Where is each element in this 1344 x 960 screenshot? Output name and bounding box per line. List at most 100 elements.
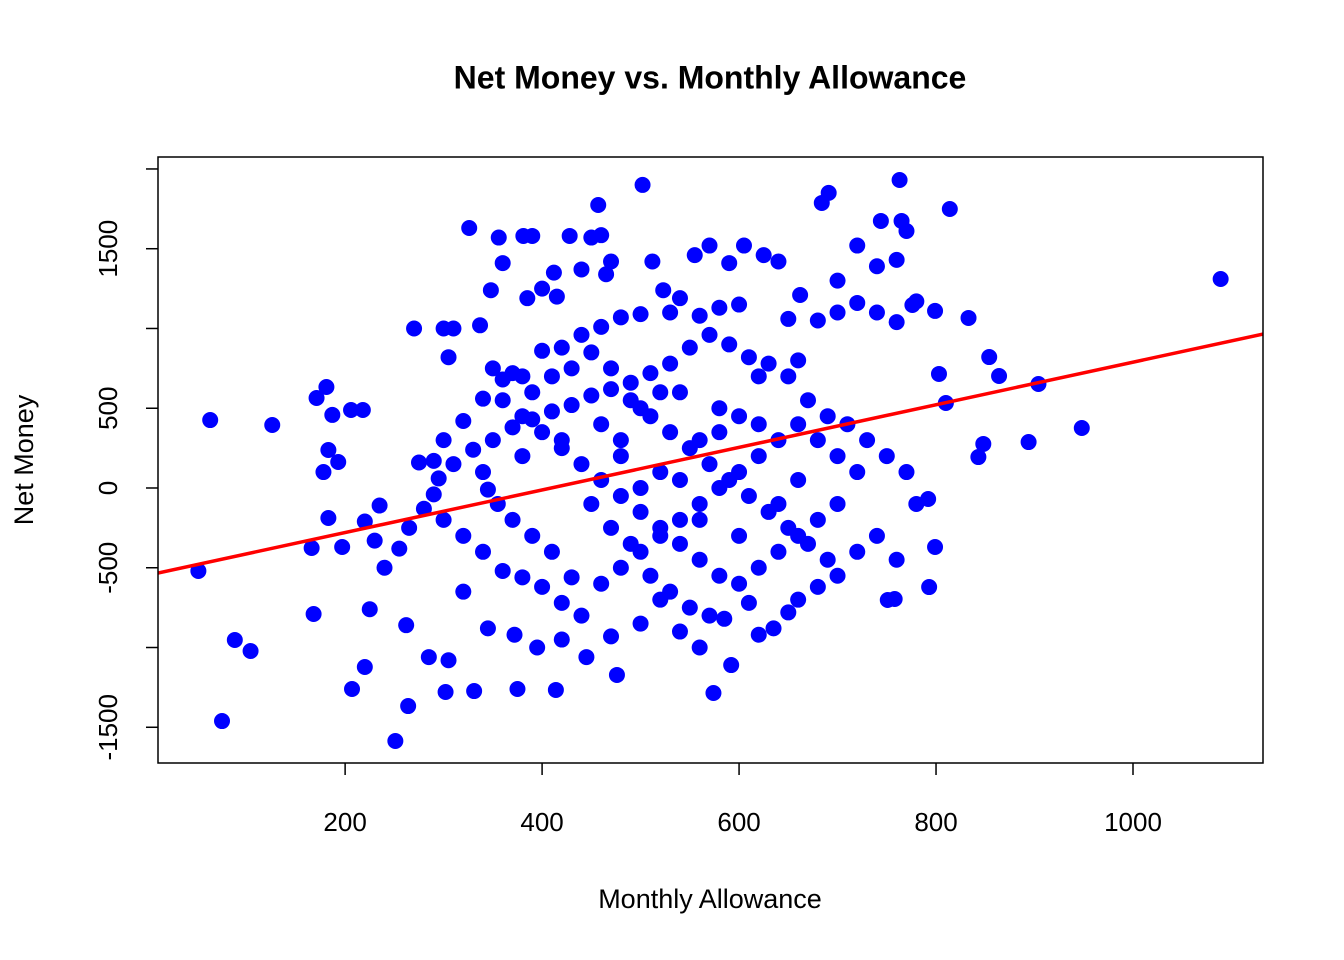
- x-axis-title: Monthly Allowance: [598, 884, 822, 914]
- point: [466, 683, 483, 700]
- y-tick-label: 500: [93, 387, 123, 430]
- point: [401, 519, 418, 536]
- y-tick-label: -500: [93, 542, 123, 594]
- point: [671, 290, 688, 307]
- point: [573, 261, 590, 278]
- point: [981, 349, 998, 366]
- point: [721, 472, 738, 489]
- point: [671, 511, 688, 528]
- point: [780, 604, 797, 621]
- point: [859, 432, 876, 449]
- point: [563, 397, 580, 414]
- point: [800, 392, 816, 409]
- point: [214, 713, 231, 730]
- point: [681, 339, 698, 356]
- point: [415, 500, 432, 517]
- point: [514, 408, 531, 425]
- point: [553, 594, 570, 611]
- point: [603, 628, 620, 645]
- point: [652, 519, 669, 536]
- point: [927, 539, 944, 556]
- point: [792, 286, 809, 303]
- chart-title: Net Money vs. Monthly Allowance: [454, 59, 967, 95]
- point: [731, 296, 748, 313]
- point: [320, 442, 337, 459]
- point: [475, 543, 491, 560]
- point: [583, 344, 600, 361]
- point: [691, 511, 708, 528]
- point: [662, 304, 679, 321]
- point: [721, 336, 738, 353]
- point: [330, 453, 347, 470]
- point: [691, 551, 708, 568]
- point: [440, 349, 457, 366]
- point: [545, 264, 562, 281]
- point: [765, 620, 782, 637]
- point: [711, 400, 728, 417]
- point: [563, 360, 580, 377]
- point: [598, 266, 615, 283]
- point: [809, 432, 826, 449]
- point: [593, 227, 610, 244]
- point: [760, 355, 777, 372]
- point: [410, 454, 427, 471]
- point: [534, 424, 551, 441]
- point: [671, 472, 688, 489]
- point: [671, 623, 688, 640]
- point: [908, 293, 925, 310]
- point: [494, 255, 511, 272]
- y-tick-label: 1500: [93, 220, 123, 278]
- point: [868, 304, 885, 321]
- point: [770, 543, 787, 560]
- point: [849, 294, 866, 311]
- point: [420, 649, 437, 666]
- point: [484, 432, 501, 449]
- point: [716, 610, 733, 627]
- point: [612, 448, 629, 465]
- point: [849, 237, 866, 254]
- point: [711, 299, 728, 316]
- point: [711, 424, 728, 441]
- point: [790, 591, 807, 608]
- point: [472, 317, 489, 334]
- point: [644, 253, 661, 270]
- x-tick-label: 800: [914, 807, 957, 837]
- point: [202, 412, 219, 429]
- point: [671, 535, 688, 552]
- x-tick-label: 600: [717, 807, 760, 837]
- y-tick-label: -1500: [93, 694, 123, 761]
- point: [553, 631, 570, 648]
- point: [750, 416, 767, 433]
- point: [465, 441, 482, 458]
- point: [461, 219, 478, 236]
- point: [691, 495, 708, 512]
- point: [482, 282, 499, 299]
- point: [731, 575, 748, 592]
- point: [888, 251, 905, 268]
- point: [303, 539, 320, 556]
- point: [553, 432, 570, 449]
- point: [475, 464, 491, 481]
- point: [819, 408, 836, 425]
- point: [829, 567, 846, 584]
- point: [930, 365, 947, 382]
- point: [543, 403, 560, 420]
- point: [662, 583, 679, 600]
- point: [430, 470, 447, 487]
- point: [264, 416, 281, 433]
- point: [435, 432, 452, 449]
- point: [479, 620, 496, 637]
- point: [553, 339, 570, 356]
- point: [524, 227, 541, 244]
- point: [662, 424, 679, 441]
- point: [898, 464, 915, 481]
- point: [849, 464, 866, 481]
- point: [849, 543, 866, 560]
- point: [1073, 420, 1090, 437]
- point: [813, 194, 830, 211]
- point: [445, 456, 462, 473]
- point: [888, 314, 905, 331]
- point: [735, 237, 752, 254]
- point: [603, 381, 620, 398]
- point: [561, 227, 578, 244]
